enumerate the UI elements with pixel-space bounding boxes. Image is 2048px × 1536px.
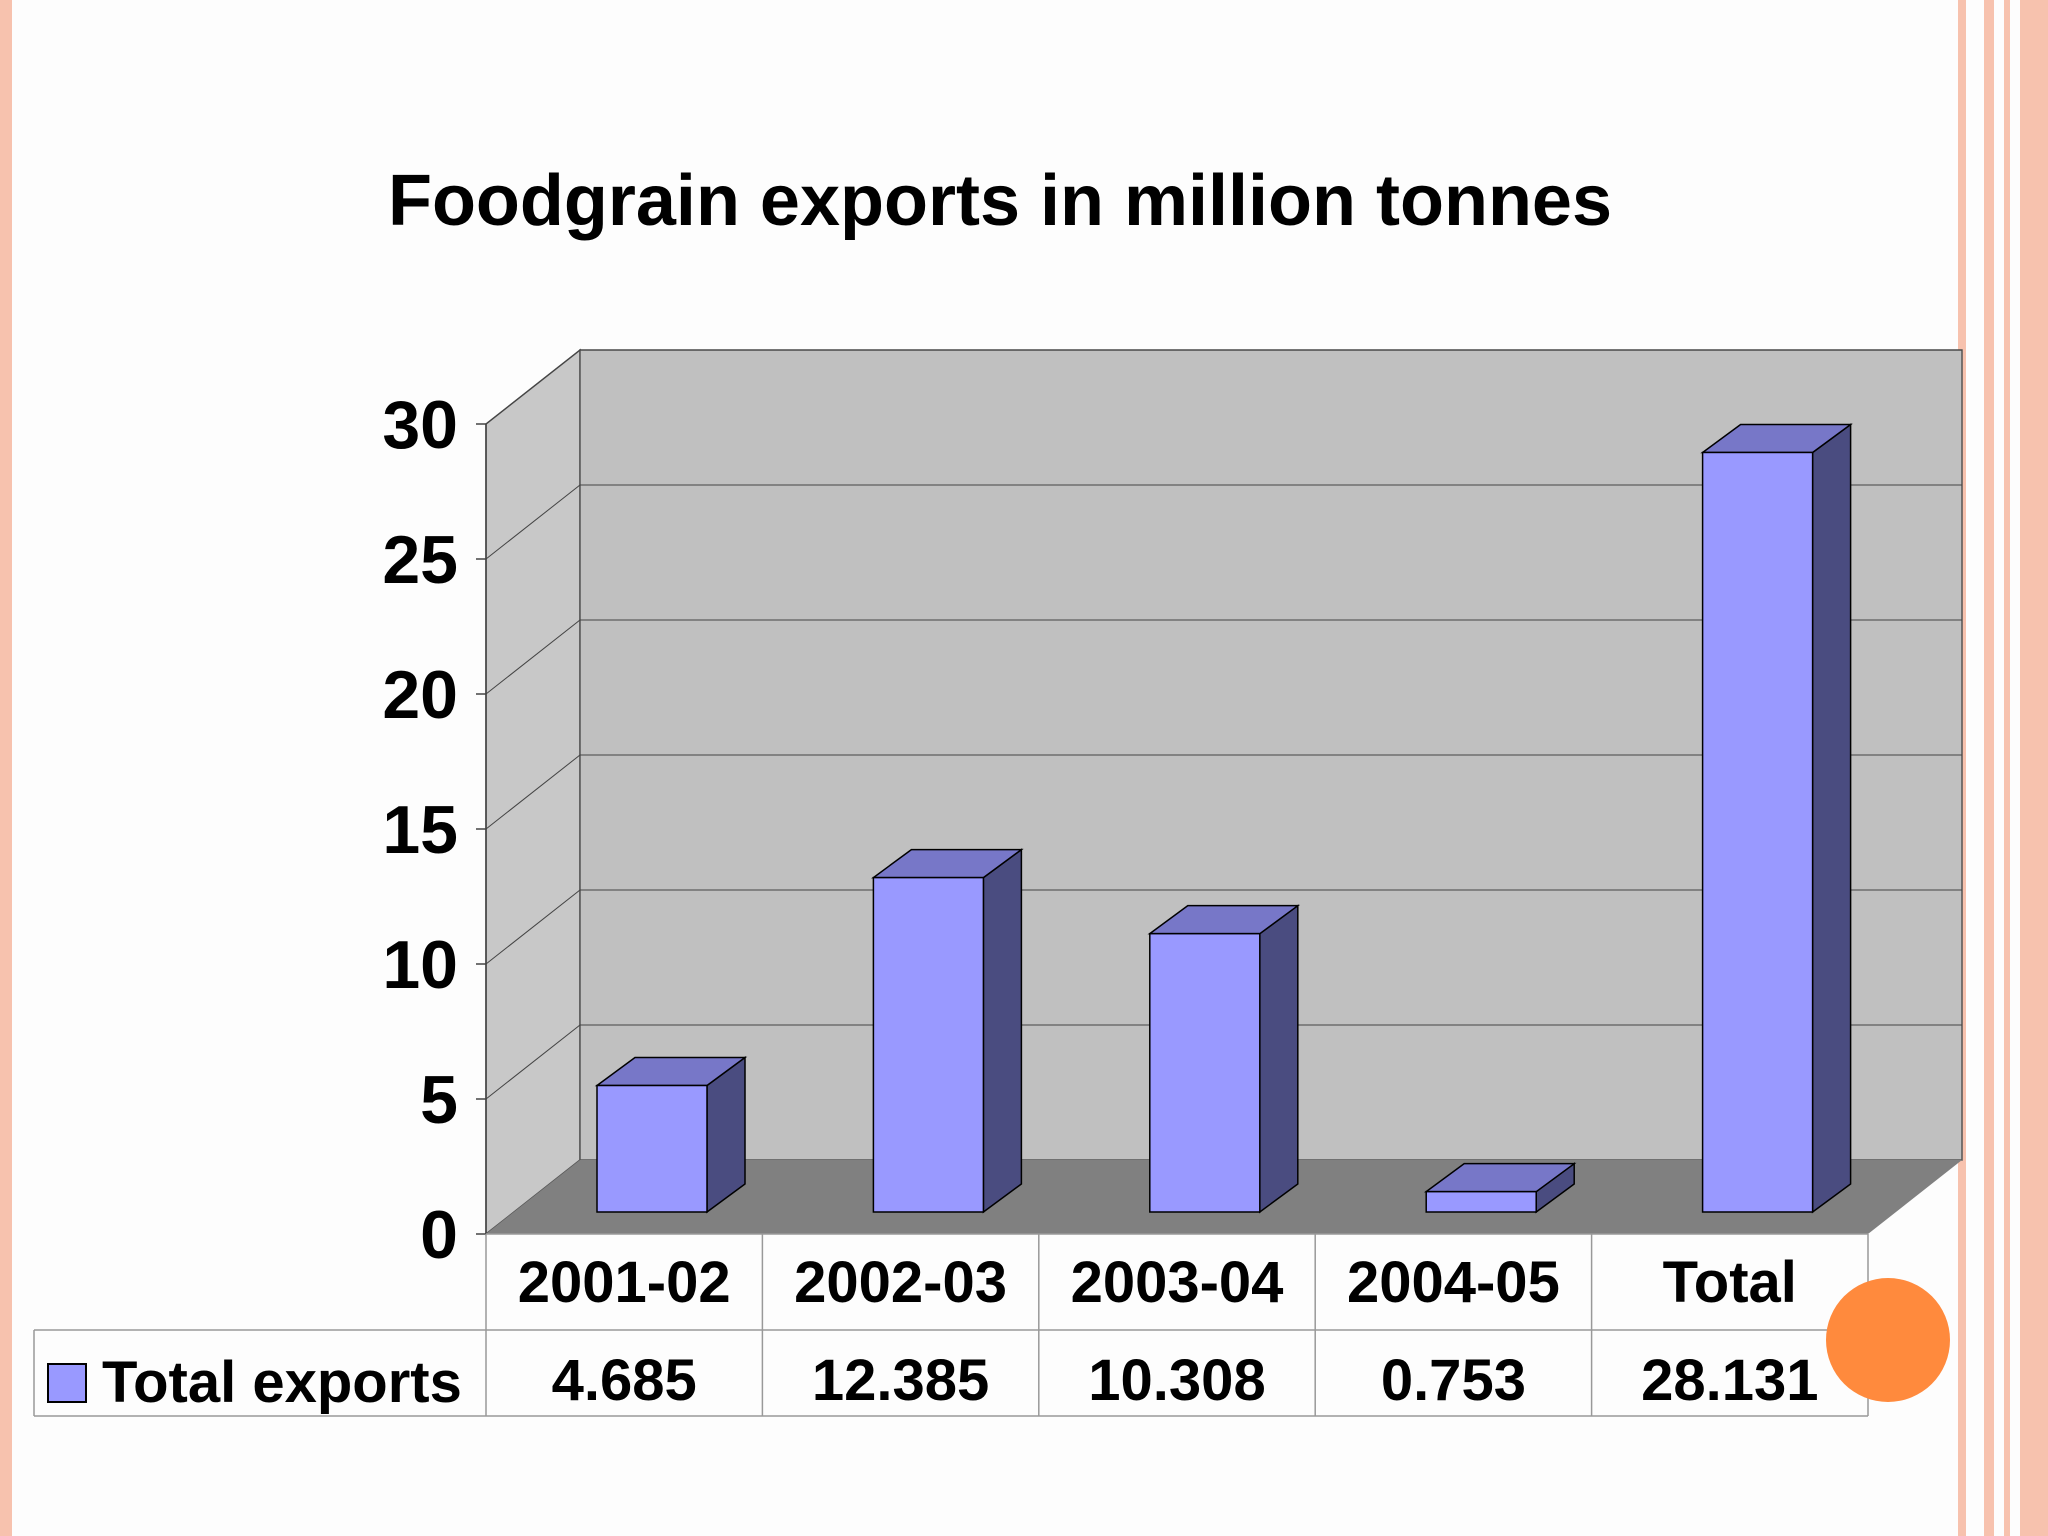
gridline-side bbox=[485, 349, 581, 425]
gridline-side bbox=[485, 484, 581, 560]
bar-front bbox=[1425, 1190, 1537, 1213]
data-label: 28.131 bbox=[1641, 1348, 1818, 1413]
y-tick-label: 25 bbox=[382, 522, 458, 598]
gridline-side bbox=[485, 889, 581, 965]
bar-side bbox=[1811, 422, 1852, 1214]
category-label: Total bbox=[1663, 1250, 1797, 1315]
bar-front bbox=[1701, 451, 1814, 1213]
gridline-side bbox=[485, 619, 581, 695]
y-tick-label: 0 bbox=[420, 1197, 458, 1273]
data-label: 0.753 bbox=[1381, 1348, 1526, 1413]
bar-front bbox=[872, 876, 985, 1213]
chart-title: Foodgrain exports in million tonnes bbox=[387, 161, 1613, 241]
y-tick-label: 30 bbox=[382, 387, 458, 463]
category-label: 2002-03 bbox=[794, 1250, 1007, 1315]
data-label: 12.385 bbox=[812, 1348, 989, 1413]
legend-swatch bbox=[47, 1363, 87, 1403]
bar-front bbox=[1149, 932, 1261, 1213]
decorative-circle bbox=[1826, 1278, 1950, 1402]
right-border-stripe-2 bbox=[1984, 0, 1994, 1536]
y-tick-label: 20 bbox=[382, 657, 458, 733]
gridline-side bbox=[485, 754, 581, 830]
data-label: 4.685 bbox=[552, 1348, 697, 1413]
right-border-stripe-4 bbox=[2020, 0, 2048, 1536]
bar bbox=[594, 1056, 748, 1214]
y-tick-label: 10 bbox=[382, 927, 458, 1003]
right-border-stripe-3 bbox=[2004, 0, 2010, 1536]
gridline-side bbox=[485, 1024, 581, 1100]
bar-front bbox=[596, 1084, 708, 1213]
y-tick-label: 15 bbox=[382, 792, 458, 868]
bar-side bbox=[1259, 904, 1299, 1214]
bar bbox=[871, 848, 1024, 1214]
bar bbox=[1147, 904, 1301, 1214]
legend-label: Total exports bbox=[102, 1350, 462, 1415]
bar bbox=[1423, 1162, 1577, 1214]
bar bbox=[1700, 422, 1853, 1214]
left-border-stripe bbox=[0, 0, 12, 1536]
category-label: 2001-02 bbox=[518, 1250, 731, 1315]
category-label: 2003-04 bbox=[1071, 1250, 1284, 1315]
data-label: 10.308 bbox=[1088, 1348, 1265, 1413]
y-tick-label: 5 bbox=[420, 1062, 458, 1138]
bar-side bbox=[982, 848, 1023, 1214]
category-label: 2004-05 bbox=[1347, 1250, 1560, 1315]
